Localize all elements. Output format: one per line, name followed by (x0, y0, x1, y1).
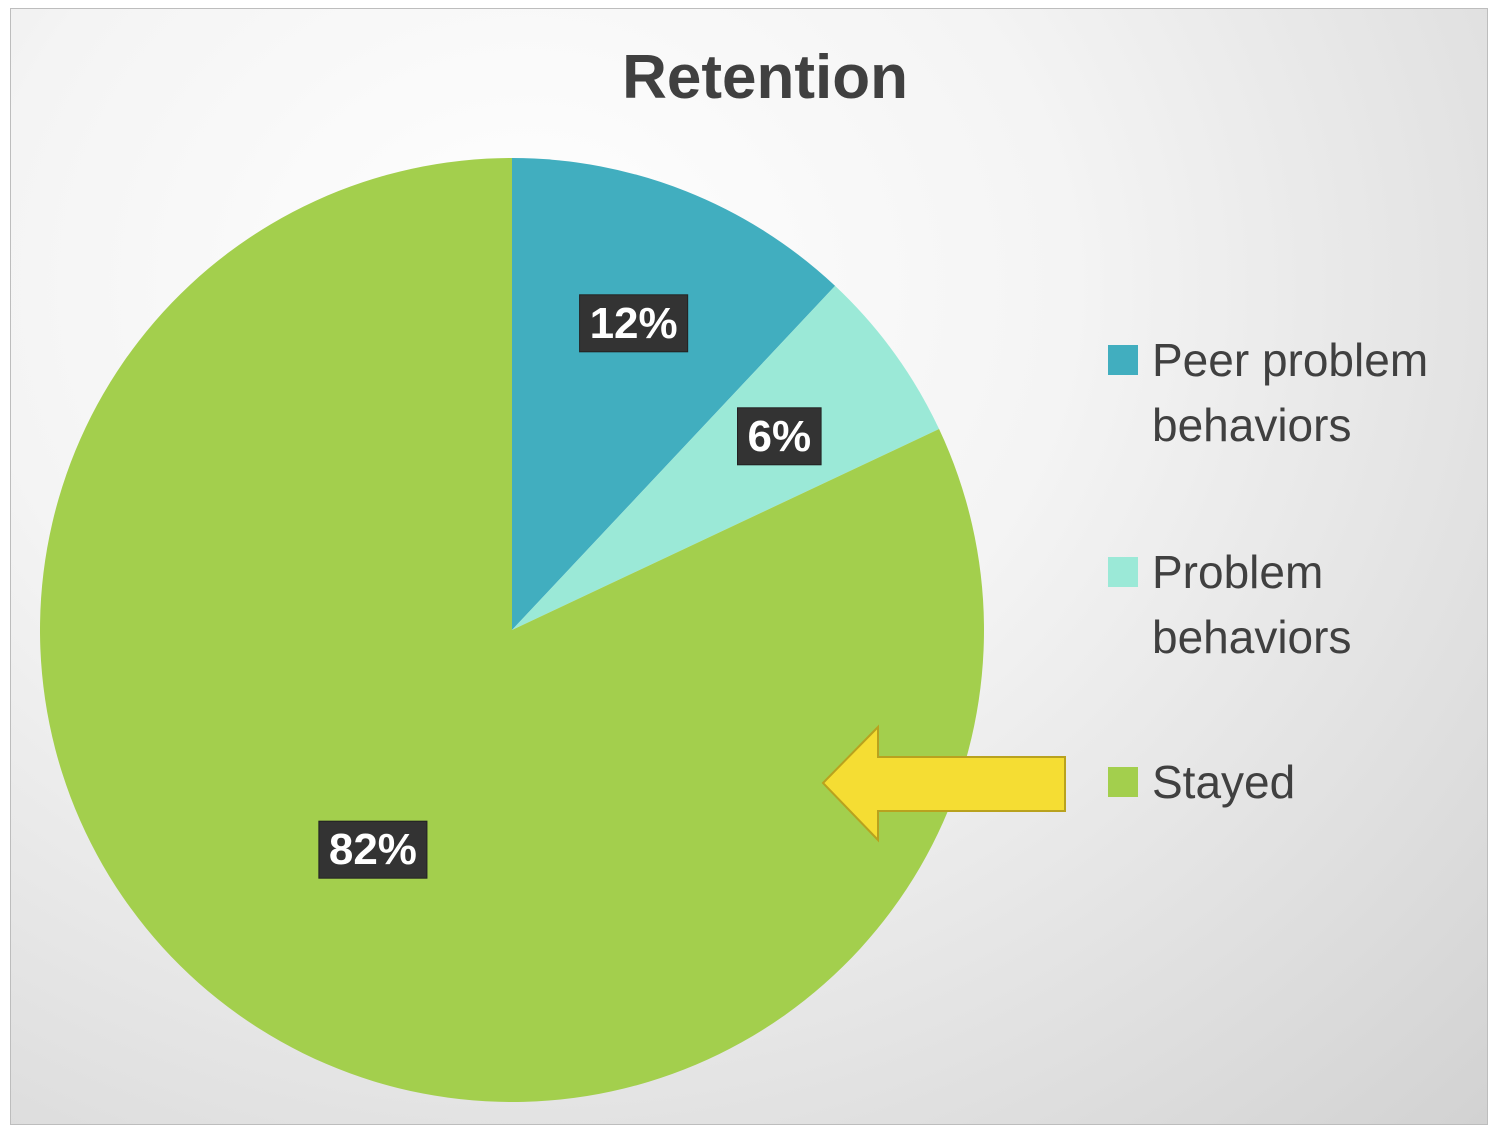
legend-item: Peer problem behaviors (1108, 328, 1448, 458)
legend-item: Stayed (1108, 750, 1448, 815)
slices (39, 158, 984, 1102)
labels: 12% 6% 82% (318, 294, 822, 879)
arrow (821, 724, 1066, 843)
pie-slice (39, 158, 984, 1102)
legend-swatch (1108, 557, 1138, 587)
legend-item: Problem behaviors (1108, 540, 1448, 670)
legend-label: Stayed (1152, 756, 1296, 808)
data-label-box (579, 294, 689, 353)
legend-label: Problem behaviors (1152, 546, 1352, 663)
chart-title: Retention (622, 43, 908, 112)
legend-label: Peer problem behaviors (1152, 334, 1429, 451)
data-label-text: 6% (748, 412, 812, 461)
data-label: 82% (318, 820, 428, 879)
pie-slice (512, 285, 940, 630)
legend-swatch (1108, 345, 1138, 375)
data-label-text: 82% (329, 825, 417, 874)
data-label: 12% (579, 294, 689, 353)
data-label-text: 12% (590, 299, 678, 348)
data-label-box (318, 820, 428, 879)
data-label-box (737, 407, 822, 466)
data-label: 6% (737, 407, 822, 466)
legend-swatch (1108, 767, 1138, 797)
pie-slice (512, 158, 836, 630)
